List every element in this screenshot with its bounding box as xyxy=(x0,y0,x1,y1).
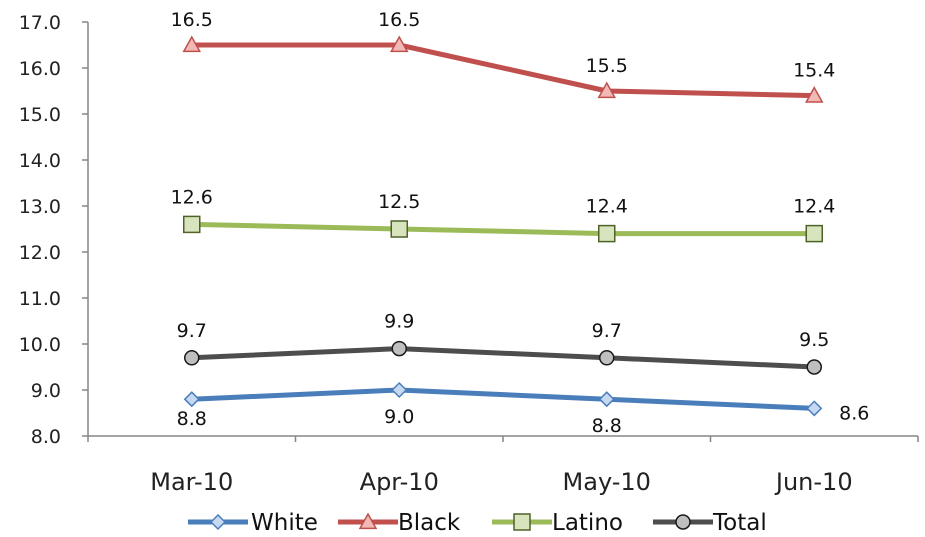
x-category-label: Jun-10 xyxy=(774,468,853,496)
y-tick-label: 17.0 xyxy=(19,12,61,34)
legend-marker-latino xyxy=(513,513,531,531)
x-category-label: Mar-10 xyxy=(150,468,233,496)
data-labels: 8.8 9.0 8.8 8.6 16.5 16.5 15.5 15.4 12.6 12.5 12.4… xyxy=(171,9,870,437)
data-point-latino xyxy=(598,224,616,243)
x-category-label: Apr-10 xyxy=(360,468,439,496)
legend: White Black Latino Total xyxy=(188,510,767,536)
series-line-total xyxy=(191,346,815,370)
x-category-labels: Mar-10 Apr-10 May-10 Jun-10 xyxy=(150,468,852,496)
data-label-total: 9.5 xyxy=(799,329,829,351)
legend-label-latino: Latino xyxy=(552,510,623,536)
data-point-white xyxy=(391,381,408,399)
legend-marker-black xyxy=(358,512,378,530)
series-line-latino xyxy=(191,221,815,237)
axes xyxy=(82,21,919,442)
legend-label-white: White xyxy=(251,510,318,536)
series-black xyxy=(182,35,824,103)
data-label-white: 8.6 xyxy=(839,402,869,424)
data-label-latino: 12.4 xyxy=(586,196,628,218)
data-label-white: 8.8 xyxy=(177,408,207,430)
legend-item-white: White xyxy=(188,510,318,536)
legend-label-black: Black xyxy=(398,510,461,536)
series-group xyxy=(182,35,824,417)
data-point-latino xyxy=(183,215,201,234)
data-label-total: 9.7 xyxy=(177,320,207,342)
data-label-latino: 12.4 xyxy=(793,196,835,218)
data-point-black xyxy=(182,35,202,53)
data-label-white: 9.0 xyxy=(384,406,414,428)
data-label-black: 15.5 xyxy=(586,55,628,77)
x-category-label: May-10 xyxy=(563,468,651,496)
data-point-black xyxy=(597,81,617,99)
data-point-white xyxy=(183,391,200,408)
data-label-white: 8.8 xyxy=(592,415,622,437)
data-label-latino: 12.6 xyxy=(171,186,213,208)
data-point-total xyxy=(184,350,200,366)
data-label-black: 15.4 xyxy=(793,60,835,82)
y-tick-label: 16.0 xyxy=(19,58,61,80)
legend-item-total: Total xyxy=(653,510,767,536)
series-latino xyxy=(183,215,823,243)
data-point-white xyxy=(806,400,823,417)
y-tick-label: 14.0 xyxy=(19,150,61,172)
y-tick-labels: 8.0 9.0 10.0 11.0 12.0 13.0 14.0 15.0 16.0 17.0 xyxy=(19,12,61,448)
y-tick-label: 12.0 xyxy=(19,242,61,264)
y-tick-label: 15.0 xyxy=(19,104,61,126)
data-point-total xyxy=(599,350,615,366)
legend-label-total: Total xyxy=(712,510,767,536)
data-label-black: 16.5 xyxy=(378,9,420,31)
legend-marker-total xyxy=(675,514,691,530)
y-tick-label: 10.0 xyxy=(19,334,61,356)
data-label-latino: 12.5 xyxy=(378,191,420,213)
data-point-total xyxy=(806,359,822,375)
data-point-white xyxy=(598,391,615,408)
y-tick-label: 13.0 xyxy=(19,196,61,218)
data-label-total: 9.7 xyxy=(592,320,622,342)
legend-item-latino: Latino xyxy=(492,510,623,536)
y-tick-label: 11.0 xyxy=(19,288,61,310)
data-point-black xyxy=(804,86,824,103)
data-point-latino xyxy=(805,224,823,243)
data-point-latino xyxy=(390,220,408,238)
data-point-total xyxy=(391,340,407,357)
data-label-black: 16.5 xyxy=(171,9,213,31)
legend-marker-white xyxy=(209,513,227,531)
series-total xyxy=(184,340,822,375)
data-label-total: 9.9 xyxy=(384,311,414,333)
data-point-black xyxy=(389,35,409,53)
series-line-white xyxy=(191,387,815,411)
y-tick-label: 8.0 xyxy=(31,426,61,448)
y-tick-label: 9.0 xyxy=(31,380,61,402)
series-line-black xyxy=(191,42,815,99)
legend-item-black: Black xyxy=(338,510,461,536)
series-white xyxy=(183,381,823,417)
